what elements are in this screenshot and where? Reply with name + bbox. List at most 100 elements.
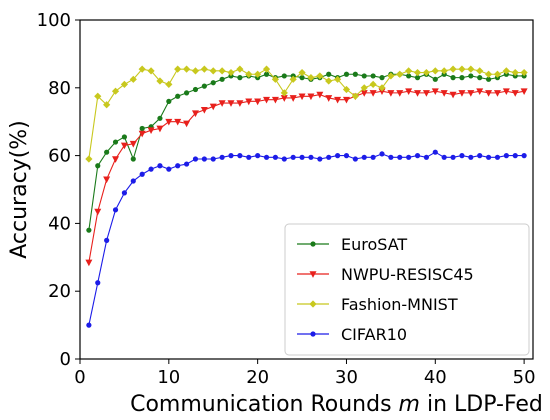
data-point-nwpu-resisc45 <box>502 88 510 96</box>
data-point-fashion-mnist <box>396 70 404 78</box>
legend-swatch-marker <box>310 241 316 247</box>
data-point-cifar10 <box>494 154 501 160</box>
data-point-cifar10 <box>290 154 296 160</box>
data-point-nwpu-resisc45 <box>449 91 457 99</box>
data-point-eurosat <box>86 227 92 233</box>
data-point-cifar10 <box>450 154 456 160</box>
data-point-eurosat <box>343 71 350 77</box>
data-point-eurosat <box>352 71 358 77</box>
data-point-eurosat <box>450 75 456 81</box>
data-point-nwpu-resisc45 <box>165 118 173 126</box>
data-point-cifar10 <box>175 163 181 169</box>
data-point-eurosat <box>432 76 438 82</box>
data-point-nwpu-resisc45 <box>476 88 484 96</box>
data-point-nwpu-resisc45 <box>174 118 182 126</box>
data-point-fashion-mnist <box>227 68 235 77</box>
plot-frame <box>79 19 534 360</box>
data-point-nwpu-resisc45 <box>120 142 128 150</box>
data-point-eurosat <box>183 90 190 96</box>
legend-swatch-marker <box>310 331 316 337</box>
data-point-cifar10 <box>485 154 492 160</box>
x-axis-label-prefix: Communication Rounds <box>130 392 398 417</box>
x-axis-label-variable: m <box>399 392 420 417</box>
data-point-cifar10 <box>148 166 154 172</box>
data-point-cifar10 <box>201 156 207 162</box>
series-line-eurosat <box>88 73 525 231</box>
data-point-nwpu-resisc45 <box>458 90 466 97</box>
data-point-fashion-mnist <box>165 80 173 89</box>
data-point-fashion-mnist <box>422 68 431 77</box>
data-point-eurosat <box>299 75 305 81</box>
data-point-eurosat <box>104 149 110 155</box>
legend: EuroSAT NWPU-RESISC45 Fashion-MNIST CIFAR10 <box>284 223 530 356</box>
data-point-cifar10 <box>263 154 270 160</box>
legend-swatch-marker <box>309 300 317 308</box>
data-point-nwpu-resisc45 <box>422 90 430 97</box>
series-nwpu-resisc45 <box>85 88 528 267</box>
y-tick-label: 0 <box>60 349 71 370</box>
data-point-fashion-mnist <box>218 67 226 75</box>
data-point-nwpu-resisc45 <box>414 90 422 97</box>
data-point-fashion-mnist <box>138 65 146 73</box>
legend-label: Fashion-MNIST <box>341 295 458 314</box>
data-point-nwpu-resisc45 <box>183 120 191 128</box>
x-tick-label: 20 <box>246 367 269 388</box>
data-point-fashion-mnist <box>200 65 208 73</box>
data-point-eurosat <box>468 73 474 79</box>
data-point-cifar10 <box>166 166 172 172</box>
data-point-eurosat <box>326 71 332 77</box>
y-tick-label: 40 <box>48 213 71 234</box>
data-point-cifar10 <box>255 153 261 159</box>
legend-swatch-marker <box>309 271 317 278</box>
data-point-fashion-mnist <box>440 67 448 75</box>
data-point-nwpu-resisc45 <box>156 125 164 133</box>
series-fashion-mnist <box>85 65 528 163</box>
series-line-fashion-mnist <box>88 68 525 160</box>
data-point-fashion-mnist <box>458 65 466 73</box>
data-point-fashion-mnist <box>502 67 510 75</box>
data-point-fashion-mnist <box>129 75 137 83</box>
legend-label: EuroSAT <box>341 235 407 254</box>
data-point-eurosat <box>175 93 181 99</box>
data-point-eurosat <box>414 75 421 81</box>
data-point-nwpu-resisc45 <box>263 96 271 104</box>
data-point-fashion-mnist <box>103 101 111 109</box>
data-point-eurosat <box>370 73 376 79</box>
data-point-nwpu-resisc45 <box>254 98 262 106</box>
data-point-cifar10 <box>477 153 483 159</box>
data-point-eurosat <box>263 71 270 77</box>
data-point-eurosat <box>459 75 465 81</box>
data-point-cifar10 <box>459 153 465 159</box>
data-point-cifar10 <box>104 237 110 243</box>
data-point-cifar10 <box>388 154 394 160</box>
data-point-fashion-mnist <box>476 67 484 75</box>
legend-label: CIFAR10 <box>341 325 407 344</box>
data-point-cifar10 <box>370 154 376 160</box>
data-point-fashion-mnist <box>351 92 359 100</box>
data-point-cifar10 <box>308 154 314 160</box>
data-point-fashion-mnist <box>94 92 102 100</box>
legend-item-fashion-mnist: Fashion-MNIST <box>297 295 458 314</box>
data-point-eurosat <box>237 75 243 81</box>
data-point-eurosat <box>201 83 207 89</box>
data-point-nwpu-resisc45 <box>112 156 120 163</box>
x-tick-label: 30 <box>335 367 358 388</box>
data-point-eurosat <box>219 76 225 82</box>
data-point-nwpu-resisc45 <box>138 130 146 138</box>
data-point-nwpu-resisc45 <box>218 100 226 107</box>
data-point-cifar10 <box>139 171 145 177</box>
data-point-fashion-mnist <box>333 75 342 83</box>
data-point-fashion-mnist <box>307 74 315 82</box>
data-point-cifar10 <box>157 163 163 169</box>
data-point-nwpu-resisc45 <box>511 90 519 97</box>
legend-box <box>284 223 530 356</box>
x-axis-label: Communication Rounds m in LDP-Fed <box>130 392 543 417</box>
data-point-cifar10 <box>352 156 358 162</box>
data-point-eurosat <box>121 134 128 140</box>
data-point-cifar10 <box>130 178 136 184</box>
data-point-cifar10 <box>192 156 199 162</box>
data-point-fashion-mnist <box>342 85 351 94</box>
data-point-nwpu-resisc45 <box>307 93 315 101</box>
data-point-fashion-mnist <box>289 75 297 83</box>
